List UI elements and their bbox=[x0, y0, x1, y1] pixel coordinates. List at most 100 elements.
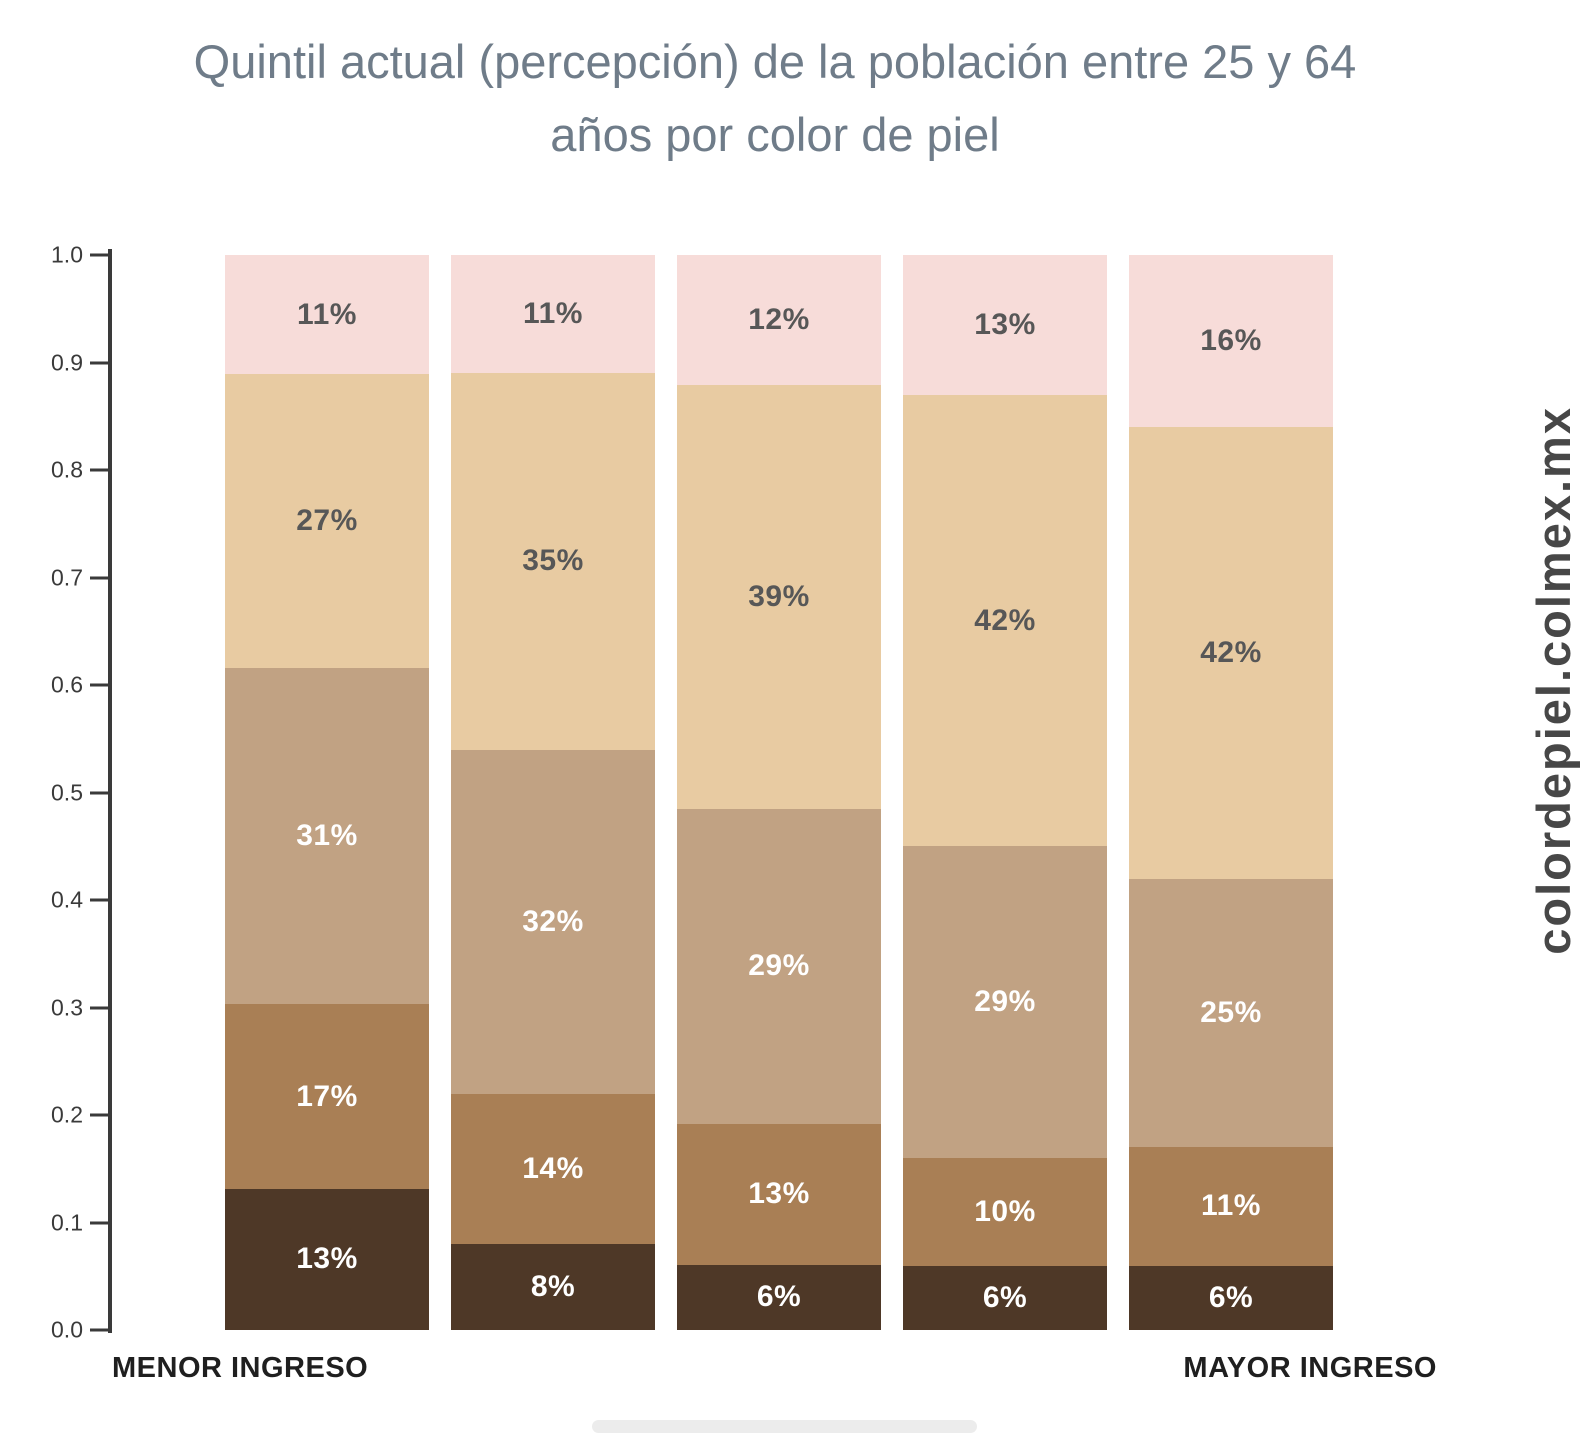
stacked-bar: 8% 14% 32% 35% 11% bbox=[451, 255, 655, 1330]
segment-value-label: 31% bbox=[296, 818, 358, 852]
segment-value-label: 10% bbox=[974, 1194, 1036, 1228]
bar-segment-piel-clara: 39% bbox=[677, 385, 881, 809]
segment-value-label: 29% bbox=[748, 949, 810, 983]
watermark: colordepiel.colmex.mx bbox=[1526, 240, 1581, 1120]
segment-value-label: 8% bbox=[530, 1270, 576, 1303]
y-tick: 0.1 bbox=[51, 1209, 108, 1236]
segment-value-label: 17% bbox=[296, 1079, 358, 1113]
bar-segment-piel-morena-clara: 29% bbox=[903, 846, 1107, 1158]
y-tick-label: 0.8 bbox=[51, 456, 83, 483]
y-tick-label: 0.3 bbox=[51, 994, 83, 1020]
segment-value-label: 11% bbox=[297, 297, 357, 331]
bar-segment-piel-muy-clara: 11% bbox=[451, 255, 655, 374]
y-tick-mark bbox=[90, 468, 108, 472]
y-tick: 0.0 bbox=[51, 1317, 108, 1344]
bar-segment-piel-oscura: 8% bbox=[451, 1244, 655, 1330]
bar-segment-piel-clara: 35% bbox=[451, 373, 655, 750]
segment-value-label: 6% bbox=[982, 1280, 1028, 1314]
bar-segment-piel-muy-clara: 13% bbox=[903, 255, 1107, 395]
y-tick: 0.5 bbox=[51, 779, 108, 806]
segment-value-label: 12% bbox=[748, 303, 810, 337]
y-tick-mark bbox=[90, 791, 108, 794]
bar-segment-piel-clara: 42% bbox=[1129, 427, 1333, 879]
y-tick-label: 0.9 bbox=[51, 349, 83, 375]
segment-value-label: 13% bbox=[974, 307, 1036, 341]
bar-segment-piel-clara: 27% bbox=[225, 374, 429, 668]
bar-segment-piel-oscura: 13% bbox=[225, 1188, 429, 1330]
bar-segment-piel-oscura: 6% bbox=[1129, 1265, 1333, 1330]
x-axis-label-left: MENOR INGRESO bbox=[112, 1352, 369, 1384]
stacked-bar: 6% 11% 25% 42% 16% bbox=[1129, 255, 1333, 1330]
bar-segment-piel-morena-oscura: 11% bbox=[1129, 1147, 1333, 1266]
segment-value-label: 13% bbox=[748, 1177, 810, 1211]
bar-segment-piel-morena-clara: 29% bbox=[677, 808, 881, 1124]
y-tick-mark bbox=[90, 1221, 108, 1224]
segment-value-label: 16% bbox=[1200, 324, 1262, 357]
y-tick-label: 0.5 bbox=[51, 779, 83, 805]
y-tick-label: 1.0 bbox=[51, 241, 83, 268]
y-tick: 0.3 bbox=[51, 994, 108, 1021]
segment-value-label: 42% bbox=[1200, 635, 1262, 669]
segment-value-label: 27% bbox=[296, 504, 358, 538]
y-tick-label: 0.6 bbox=[51, 671, 83, 698]
y-tick-label: 0.1 bbox=[51, 1209, 83, 1235]
bar-segment-piel-morena-oscura: 10% bbox=[903, 1158, 1107, 1266]
y-tick: 0.2 bbox=[51, 1102, 108, 1129]
y-tick-mark bbox=[90, 1113, 108, 1117]
y-tick: 1.0 bbox=[51, 242, 108, 269]
page-title-line1: Quintil actual (percepción) de la poblac… bbox=[193, 35, 1357, 88]
stacked-bar: 6% 13% 29% 39% 12% bbox=[677, 255, 881, 1330]
y-tick: 0.6 bbox=[51, 672, 108, 699]
y-tick: 0.7 bbox=[51, 564, 108, 591]
segment-value-label: 25% bbox=[1200, 995, 1262, 1029]
y-tick-label: 0.2 bbox=[51, 1101, 83, 1128]
y-axis: 1.0 0.9 0.8 0.7 0.6 0.5 0.4 0.3 0.2 0.1 0.0 bbox=[18, 242, 108, 1343]
segment-value-label: 13% bbox=[296, 1242, 358, 1276]
y-tick-mark bbox=[90, 683, 108, 687]
page-title: Quintil actual (percepción) de la poblac… bbox=[70, 26, 1480, 172]
bar-segment-piel-morena-oscura: 17% bbox=[225, 1004, 429, 1189]
page-title-line2: años por color de piel bbox=[550, 107, 1000, 161]
y-tick-label: 0.0 bbox=[51, 1316, 83, 1343]
bar-segment-piel-muy-clara: 16% bbox=[1129, 255, 1333, 427]
bar-segment-piel-morena-clara: 32% bbox=[451, 749, 655, 1094]
segment-value-label: 11% bbox=[1201, 1189, 1261, 1223]
segment-value-label: 11% bbox=[523, 297, 583, 331]
y-tick-label: 0.7 bbox=[51, 564, 83, 590]
segment-value-label: 6% bbox=[1208, 1280, 1254, 1314]
bar-segment-piel-oscura: 6% bbox=[903, 1265, 1107, 1330]
y-tick: 0.9 bbox=[51, 349, 108, 376]
stacked-bar: 6% 10% 29% 42% 13% bbox=[903, 255, 1107, 1330]
y-tick-mark bbox=[90, 1328, 108, 1332]
segment-value-label: 42% bbox=[974, 603, 1036, 637]
scrollbar-thumb[interactable] bbox=[592, 1420, 977, 1433]
y-tick-mark bbox=[90, 361, 108, 364]
segment-value-label: 6% bbox=[756, 1280, 802, 1314]
segment-value-label: 32% bbox=[522, 904, 584, 938]
y-tick-mark bbox=[90, 576, 108, 579]
bar-segment-piel-clara: 42% bbox=[903, 394, 1107, 847]
stacked-bar: 13% 17% 31% 27% 11% bbox=[225, 255, 429, 1330]
y-axis-line bbox=[108, 249, 112, 1333]
bar-segment-piel-muy-clara: 12% bbox=[677, 255, 881, 386]
y-tick: 0.4 bbox=[51, 887, 108, 914]
y-tick: 0.8 bbox=[51, 457, 108, 484]
bar-segment-piel-muy-clara: 11% bbox=[225, 255, 429, 375]
segment-value-label: 39% bbox=[748, 580, 810, 614]
y-tick-label: 0.4 bbox=[51, 886, 83, 913]
y-tick-mark bbox=[90, 253, 108, 257]
watermark-text: colordepiel.colmex.mx bbox=[1527, 405, 1580, 955]
y-tick-mark bbox=[90, 1006, 108, 1009]
bar-segment-piel-morena-oscura: 13% bbox=[677, 1123, 881, 1265]
bars: 13% 17% 31% 27% 11% 8% 14% 32% 35% 11% 6% 13% 29% 39%… bbox=[225, 255, 1333, 1330]
segment-value-label: 29% bbox=[974, 985, 1036, 1019]
segment-value-label: 35% bbox=[522, 544, 584, 578]
bar-segment-piel-morena-clara: 25% bbox=[1129, 878, 1333, 1148]
y-tick-mark bbox=[90, 898, 108, 902]
segment-value-label: 14% bbox=[522, 1151, 584, 1185]
bar-segment-piel-oscura: 6% bbox=[677, 1264, 881, 1330]
bar-segment-piel-morena-clara: 31% bbox=[225, 667, 429, 1005]
x-axis-label-right: MAYOR INGRESO bbox=[1183, 1352, 1437, 1384]
bar-segment-piel-morena-oscura: 14% bbox=[451, 1093, 655, 1244]
